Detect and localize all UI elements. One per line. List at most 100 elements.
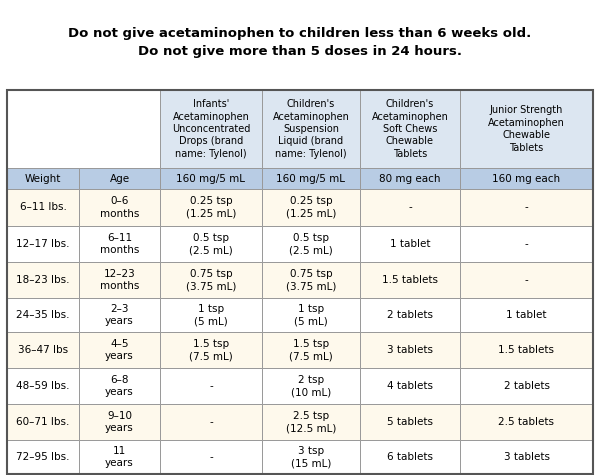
Text: 0.25 tsp
(1.25 mL): 0.25 tsp (1.25 mL) — [286, 196, 336, 218]
Text: -: - — [209, 417, 213, 427]
Text: 9–10
years: 9–10 years — [105, 411, 134, 433]
Bar — [79, 298, 160, 332]
Text: 2 tablets: 2 tablets — [503, 381, 550, 391]
Text: 1.5 tsp
(7.5 mL): 1.5 tsp (7.5 mL) — [289, 339, 333, 361]
Bar — [79, 440, 160, 474]
Bar — [360, 90, 460, 168]
Bar — [79, 168, 160, 189]
Text: 1 tsp
(5 mL): 1 tsp (5 mL) — [294, 304, 328, 326]
Bar — [160, 368, 262, 404]
Bar — [160, 168, 262, 189]
Text: 0.25 tsp
(1.25 mL): 0.25 tsp (1.25 mL) — [186, 196, 236, 218]
Text: 3 tablets: 3 tablets — [387, 345, 433, 355]
Bar — [460, 90, 593, 168]
Bar — [460, 262, 593, 298]
Bar — [160, 404, 262, 440]
Text: 1.5 tsp
(7.5 mL): 1.5 tsp (7.5 mL) — [189, 339, 233, 361]
Text: 6 tablets: 6 tablets — [387, 452, 433, 462]
Bar — [460, 332, 593, 368]
Text: 1.5 tablets: 1.5 tablets — [382, 275, 438, 285]
Text: 160 mg/5 mL: 160 mg/5 mL — [277, 173, 346, 183]
Text: Weight: Weight — [25, 173, 61, 183]
Bar — [160, 189, 262, 226]
Text: 12–23
months: 12–23 months — [100, 269, 139, 291]
Text: 1 tsp
(5 mL): 1 tsp (5 mL) — [194, 304, 228, 326]
Bar — [7, 226, 79, 262]
Text: -: - — [209, 381, 213, 391]
Text: Children's
Acetaminophen
Suspension
Liquid (brand
name: Tylenol): Children's Acetaminophen Suspension Liqu… — [272, 99, 349, 159]
Text: 2.5 tablets: 2.5 tablets — [499, 417, 554, 427]
Bar — [460, 440, 593, 474]
Text: 12–17 lbs.: 12–17 lbs. — [16, 239, 70, 249]
Bar — [262, 189, 360, 226]
Bar — [7, 404, 79, 440]
Text: 72–95 lbs.: 72–95 lbs. — [16, 452, 70, 462]
Bar — [460, 404, 593, 440]
Text: Age: Age — [109, 173, 130, 183]
Text: 2 tsp
(10 mL): 2 tsp (10 mL) — [291, 375, 331, 397]
Text: 6–11
months: 6–11 months — [100, 233, 139, 255]
Text: 2 tablets: 2 tablets — [387, 310, 433, 320]
Text: -: - — [524, 275, 529, 285]
Bar — [262, 262, 360, 298]
Text: 0.5 tsp
(2.5 mL): 0.5 tsp (2.5 mL) — [189, 233, 233, 255]
Bar — [262, 332, 360, 368]
Bar — [7, 189, 79, 226]
Text: -: - — [408, 202, 412, 212]
Bar — [262, 368, 360, 404]
Bar — [262, 440, 360, 474]
Text: 6–8
years: 6–8 years — [105, 375, 134, 397]
Bar — [160, 332, 262, 368]
Text: 1 tablet: 1 tablet — [390, 239, 430, 249]
Text: Children's
Acetaminophen
Soft Chews
Chewable
Tablets: Children's Acetaminophen Soft Chews Chew… — [371, 99, 448, 159]
Text: 2.5 tsp
(12.5 mL): 2.5 tsp (12.5 mL) — [286, 411, 336, 433]
Bar — [7, 262, 79, 298]
Bar — [79, 404, 160, 440]
Text: -: - — [524, 202, 529, 212]
Bar — [360, 440, 460, 474]
Text: 60–71 lbs.: 60–71 lbs. — [16, 417, 70, 427]
Bar — [360, 332, 460, 368]
Bar — [7, 168, 79, 189]
Bar — [79, 262, 160, 298]
Bar — [360, 262, 460, 298]
Text: Junior Strength
Acetaminophen
Chewable
Tablets: Junior Strength Acetaminophen Chewable T… — [488, 105, 565, 152]
Bar — [360, 368, 460, 404]
Text: 4–5
years: 4–5 years — [105, 339, 134, 361]
Bar — [460, 368, 593, 404]
Text: 4 tablets: 4 tablets — [387, 381, 433, 391]
Bar — [262, 298, 360, 332]
Bar — [79, 368, 160, 404]
Bar — [79, 226, 160, 262]
Text: 160 mg each: 160 mg each — [493, 173, 560, 183]
Text: 0–6
months: 0–6 months — [100, 196, 139, 218]
Bar — [262, 404, 360, 440]
Bar — [7, 332, 79, 368]
Bar — [460, 168, 593, 189]
Text: 5 tablets: 5 tablets — [387, 417, 433, 427]
Bar — [160, 440, 262, 474]
Bar — [79, 332, 160, 368]
Bar — [160, 298, 262, 332]
Bar — [360, 298, 460, 332]
Text: 1.5 tablets: 1.5 tablets — [499, 345, 554, 355]
Bar — [262, 90, 360, 168]
Text: 24–35 lbs.: 24–35 lbs. — [16, 310, 70, 320]
Text: 0.75 tsp
(3.75 mL): 0.75 tsp (3.75 mL) — [186, 269, 236, 291]
Text: Do not give acetaminophen to children less than 6 weeks old.
Do not give more th: Do not give acetaminophen to children le… — [68, 27, 532, 57]
Text: 18–23 lbs.: 18–23 lbs. — [16, 275, 70, 285]
Text: 2–3
years: 2–3 years — [105, 304, 134, 326]
Bar — [360, 189, 460, 226]
Bar — [7, 368, 79, 404]
Text: 0.75 tsp
(3.75 mL): 0.75 tsp (3.75 mL) — [286, 269, 336, 291]
Bar — [460, 189, 593, 226]
Bar — [360, 168, 460, 189]
Bar — [262, 168, 360, 189]
Bar — [7, 90, 160, 168]
Bar — [7, 298, 79, 332]
Bar — [7, 440, 79, 474]
Bar — [160, 262, 262, 298]
Text: 48–59 lbs.: 48–59 lbs. — [16, 381, 70, 391]
Text: 11
years: 11 years — [105, 446, 134, 468]
Text: 160 mg/5 mL: 160 mg/5 mL — [176, 173, 245, 183]
